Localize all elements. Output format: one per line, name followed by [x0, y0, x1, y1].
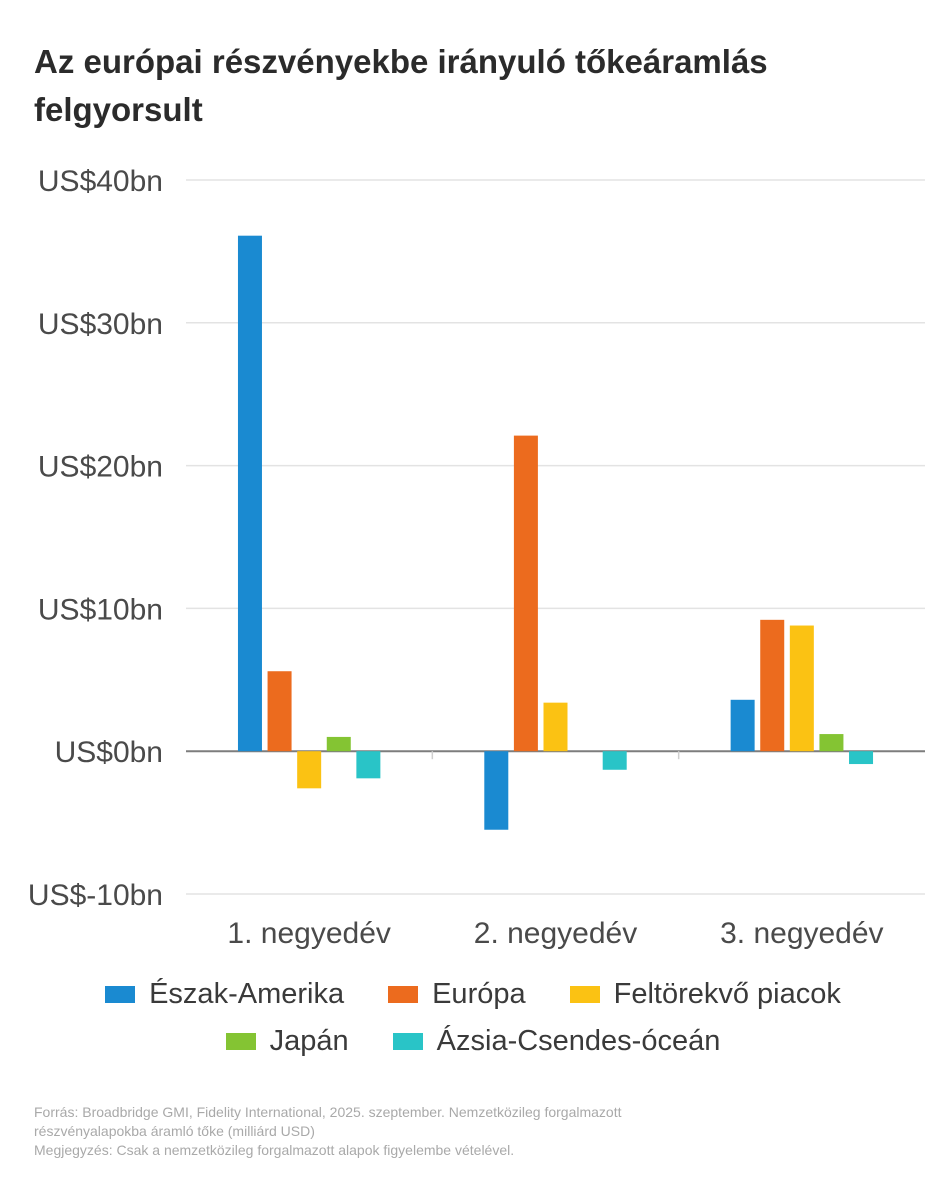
legend-label-europe: Európa — [432, 978, 526, 1010]
bar-eszak-amerika-q2 — [484, 751, 509, 830]
source-notes: Forrás: Broadbridge GMI, Fidelity Intern… — [34, 1103, 914, 1160]
legend-label-north-america: Észak-Amerika — [149, 978, 345, 1010]
legend-label-emerging-markets: Feltörekvő piacok — [613, 978, 841, 1010]
legend-item-emerging-markets: Feltörekvő piacok — [569, 978, 841, 1011]
y-tick-label: US$10bn — [38, 593, 163, 626]
x-category-label: 1. negyedév — [227, 917, 390, 950]
source-note-line: Forrás: Broadbridge GMI, Fidelity Intern… — [34, 1104, 622, 1120]
y-tick-label: US$20bn — [38, 451, 163, 484]
legend-swatch-asia-pacific — [392, 1033, 423, 1050]
y-tick-label: US$-10bn — [28, 879, 163, 912]
bar-eszak-amerika-q1 — [237, 235, 262, 752]
legend-swatch-japan — [225, 1033, 256, 1050]
legend-item-asia-pacific: Ázsia-Csendes-óceán — [392, 1025, 721, 1058]
x-category-label: 3. negyedév — [720, 917, 883, 950]
bar-chart: US$40bn US$30bn US$20bn US$10bn US$0bn US$-10… — [28, 165, 925, 950]
bar-azsia-csendes-ocean-q2 — [602, 751, 627, 770]
bar-europa-q2 — [513, 435, 538, 752]
legend-swatch-emerging-markets — [569, 986, 600, 1003]
legend-item-europe: Európa — [388, 978, 526, 1011]
bar-europa-q3 — [760, 619, 785, 752]
bar-japan-q3 — [819, 734, 844, 752]
source-note-line: részvényalapokba áramló tőke (milliárd U… — [34, 1123, 315, 1139]
chart-title: Az európai részvényekbe irányuló tőkeára… — [34, 43, 768, 128]
y-tick-label: US$30bn — [38, 308, 163, 341]
bar-feltorekvo-piacok-q1 — [297, 751, 322, 789]
bar-azsia-csendes-ocean-q1 — [356, 751, 381, 779]
legend-item-japan: Japán — [225, 1025, 349, 1058]
footnote-line: Megjegyzés: Csak a nemzetközileg forgalm… — [34, 1142, 515, 1158]
legend-item-north-america: Észak-Amerika — [105, 978, 344, 1011]
y-tick-label: US$40bn — [38, 165, 163, 198]
legend-label-japan: Japán — [269, 1025, 349, 1057]
legend-swatch-north-america — [105, 986, 136, 1003]
x-category-label: 2. negyedév — [474, 917, 637, 950]
legend-swatch-europe — [388, 986, 419, 1003]
bar-eszak-amerika-q3 — [730, 699, 755, 752]
bar-japan-q1 — [326, 736, 351, 752]
chart-legend: Észak-Amerika Európa Feltörekvő piacok J… — [0, 978, 946, 1072]
bar-feltorekvo-piacok-q2 — [543, 702, 568, 752]
y-tick-label: US$0bn — [55, 736, 163, 769]
bar-azsia-csendes-ocean-q3 — [849, 751, 874, 765]
bar-feltorekvo-piacok-q3 — [789, 625, 814, 752]
bar-europa-q1 — [267, 671, 292, 752]
legend-label-asia-pacific: Ázsia-Csendes-óceán — [436, 1025, 721, 1057]
